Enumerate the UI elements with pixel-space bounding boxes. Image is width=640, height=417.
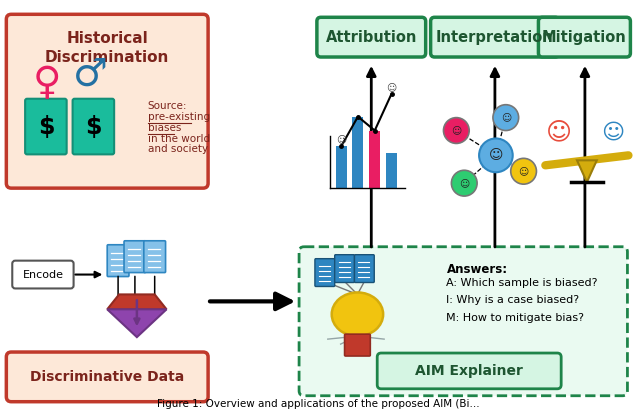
FancyBboxPatch shape	[335, 255, 355, 282]
Bar	[369, 131, 380, 188]
Text: Source:: Source:	[148, 101, 188, 111]
Bar	[353, 117, 364, 188]
Text: pre-existing: pre-existing	[148, 112, 210, 122]
FancyBboxPatch shape	[315, 259, 335, 286]
Text: AIM Explainer: AIM Explainer	[415, 364, 523, 378]
Text: Encode: Encode	[22, 269, 63, 279]
Polygon shape	[108, 294, 166, 309]
Polygon shape	[108, 309, 166, 337]
Text: and society: and society	[148, 144, 208, 154]
Text: ♂: ♂	[73, 56, 108, 94]
Ellipse shape	[332, 292, 383, 336]
FancyBboxPatch shape	[6, 14, 208, 188]
FancyBboxPatch shape	[377, 353, 561, 389]
Text: I: Why is a case biased?: I: Why is a case biased?	[447, 295, 580, 305]
Circle shape	[511, 158, 536, 184]
Circle shape	[444, 118, 469, 143]
Text: $: $	[38, 115, 54, 138]
FancyBboxPatch shape	[144, 241, 166, 273]
Text: ☺: ☺	[546, 121, 572, 145]
Text: ☺: ☺	[451, 126, 461, 136]
Text: Discriminative Data: Discriminative Data	[30, 370, 184, 384]
FancyBboxPatch shape	[299, 247, 627, 396]
FancyBboxPatch shape	[431, 17, 559, 57]
Circle shape	[479, 138, 513, 172]
FancyBboxPatch shape	[72, 99, 114, 154]
FancyBboxPatch shape	[108, 245, 129, 276]
Text: Interpretation: Interpretation	[436, 30, 554, 45]
Text: ☺: ☺	[387, 82, 397, 92]
Text: biases: biases	[148, 123, 181, 133]
Text: Figure 1: Overview and applications of the proposed AIM (Bi...: Figure 1: Overview and applications of t…	[157, 399, 479, 409]
Text: Answers:: Answers:	[447, 263, 508, 276]
Text: ☺: ☺	[518, 166, 529, 176]
Text: $: $	[85, 115, 102, 138]
Polygon shape	[577, 160, 596, 182]
Text: in the world: in the world	[148, 133, 210, 143]
Text: A: Which sample is biased?: A: Which sample is biased?	[447, 278, 598, 288]
Text: ☺: ☺	[601, 123, 624, 143]
FancyBboxPatch shape	[6, 352, 208, 402]
Circle shape	[451, 170, 477, 196]
FancyBboxPatch shape	[12, 261, 74, 289]
FancyBboxPatch shape	[355, 255, 374, 282]
FancyBboxPatch shape	[124, 241, 146, 273]
Text: ☺: ☺	[489, 148, 503, 162]
Text: ☺: ☺	[459, 178, 469, 188]
Text: Historical
Discrimination: Historical Discrimination	[45, 31, 170, 65]
Bar	[335, 146, 346, 188]
FancyBboxPatch shape	[538, 17, 630, 57]
FancyBboxPatch shape	[344, 334, 371, 356]
Text: ☺: ☺	[500, 113, 511, 123]
Text: ☺: ☺	[336, 134, 346, 144]
Text: Mitigation: Mitigation	[542, 30, 627, 45]
Text: M: How to mitigate bias?: M: How to mitigate bias?	[447, 313, 584, 323]
FancyBboxPatch shape	[317, 17, 426, 57]
Text: ♀: ♀	[33, 64, 61, 102]
Text: Attribution: Attribution	[326, 30, 417, 45]
FancyBboxPatch shape	[25, 99, 67, 154]
Circle shape	[493, 105, 518, 131]
Bar	[386, 153, 397, 188]
